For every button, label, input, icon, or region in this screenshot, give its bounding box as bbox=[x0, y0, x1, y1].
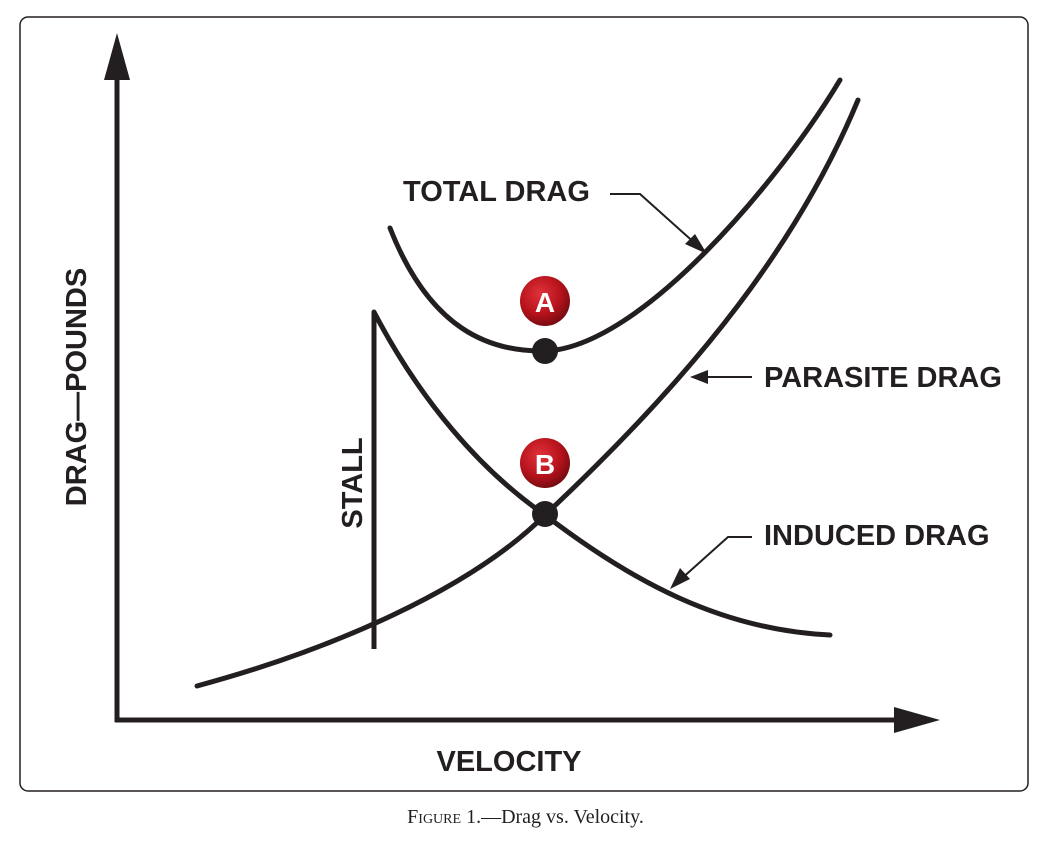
point-b-dot bbox=[532, 501, 558, 527]
total-drag-leader-arrowhead bbox=[685, 234, 707, 254]
parasite-drag-curve bbox=[194, 97, 861, 689]
caption-text: 1.—Drag vs. Velocity. bbox=[466, 806, 644, 828]
x-axis-label: VELOCITY bbox=[436, 746, 581, 778]
y-axis-label: DRAG—POUNDS bbox=[61, 268, 93, 506]
x-axis-arrowhead bbox=[894, 707, 940, 733]
parasite-drag-leader-arrowhead bbox=[690, 370, 708, 384]
induced-drag-leader-arrowhead bbox=[670, 568, 690, 589]
figure-frame bbox=[19, 16, 1029, 792]
induced-drag-curve bbox=[371, 309, 833, 638]
stall-label: STALL bbox=[337, 437, 369, 528]
marker-b-badge: B bbox=[520, 438, 570, 488]
parasite-drag-label: PARASITE DRAG bbox=[764, 362, 1002, 394]
induced-drag-leader bbox=[679, 536, 752, 581]
y-axis-arrowhead bbox=[104, 33, 130, 80]
point-a-dot bbox=[532, 338, 558, 364]
total-drag-label: TOTAL DRAG bbox=[403, 176, 590, 208]
marker-a-badge: A bbox=[520, 276, 570, 326]
marker-b-label: B bbox=[535, 449, 555, 480]
induced-drag-label: INDUCED DRAG bbox=[764, 520, 990, 552]
figure-caption: Figure 1.—Drag vs. Velocity. bbox=[0, 806, 1051, 829]
marker-a-label: A bbox=[535, 287, 555, 318]
total-drag-curve bbox=[387, 77, 843, 354]
caption-figure-word: Figure bbox=[407, 806, 462, 828]
total-drag-leader bbox=[610, 193, 699, 247]
